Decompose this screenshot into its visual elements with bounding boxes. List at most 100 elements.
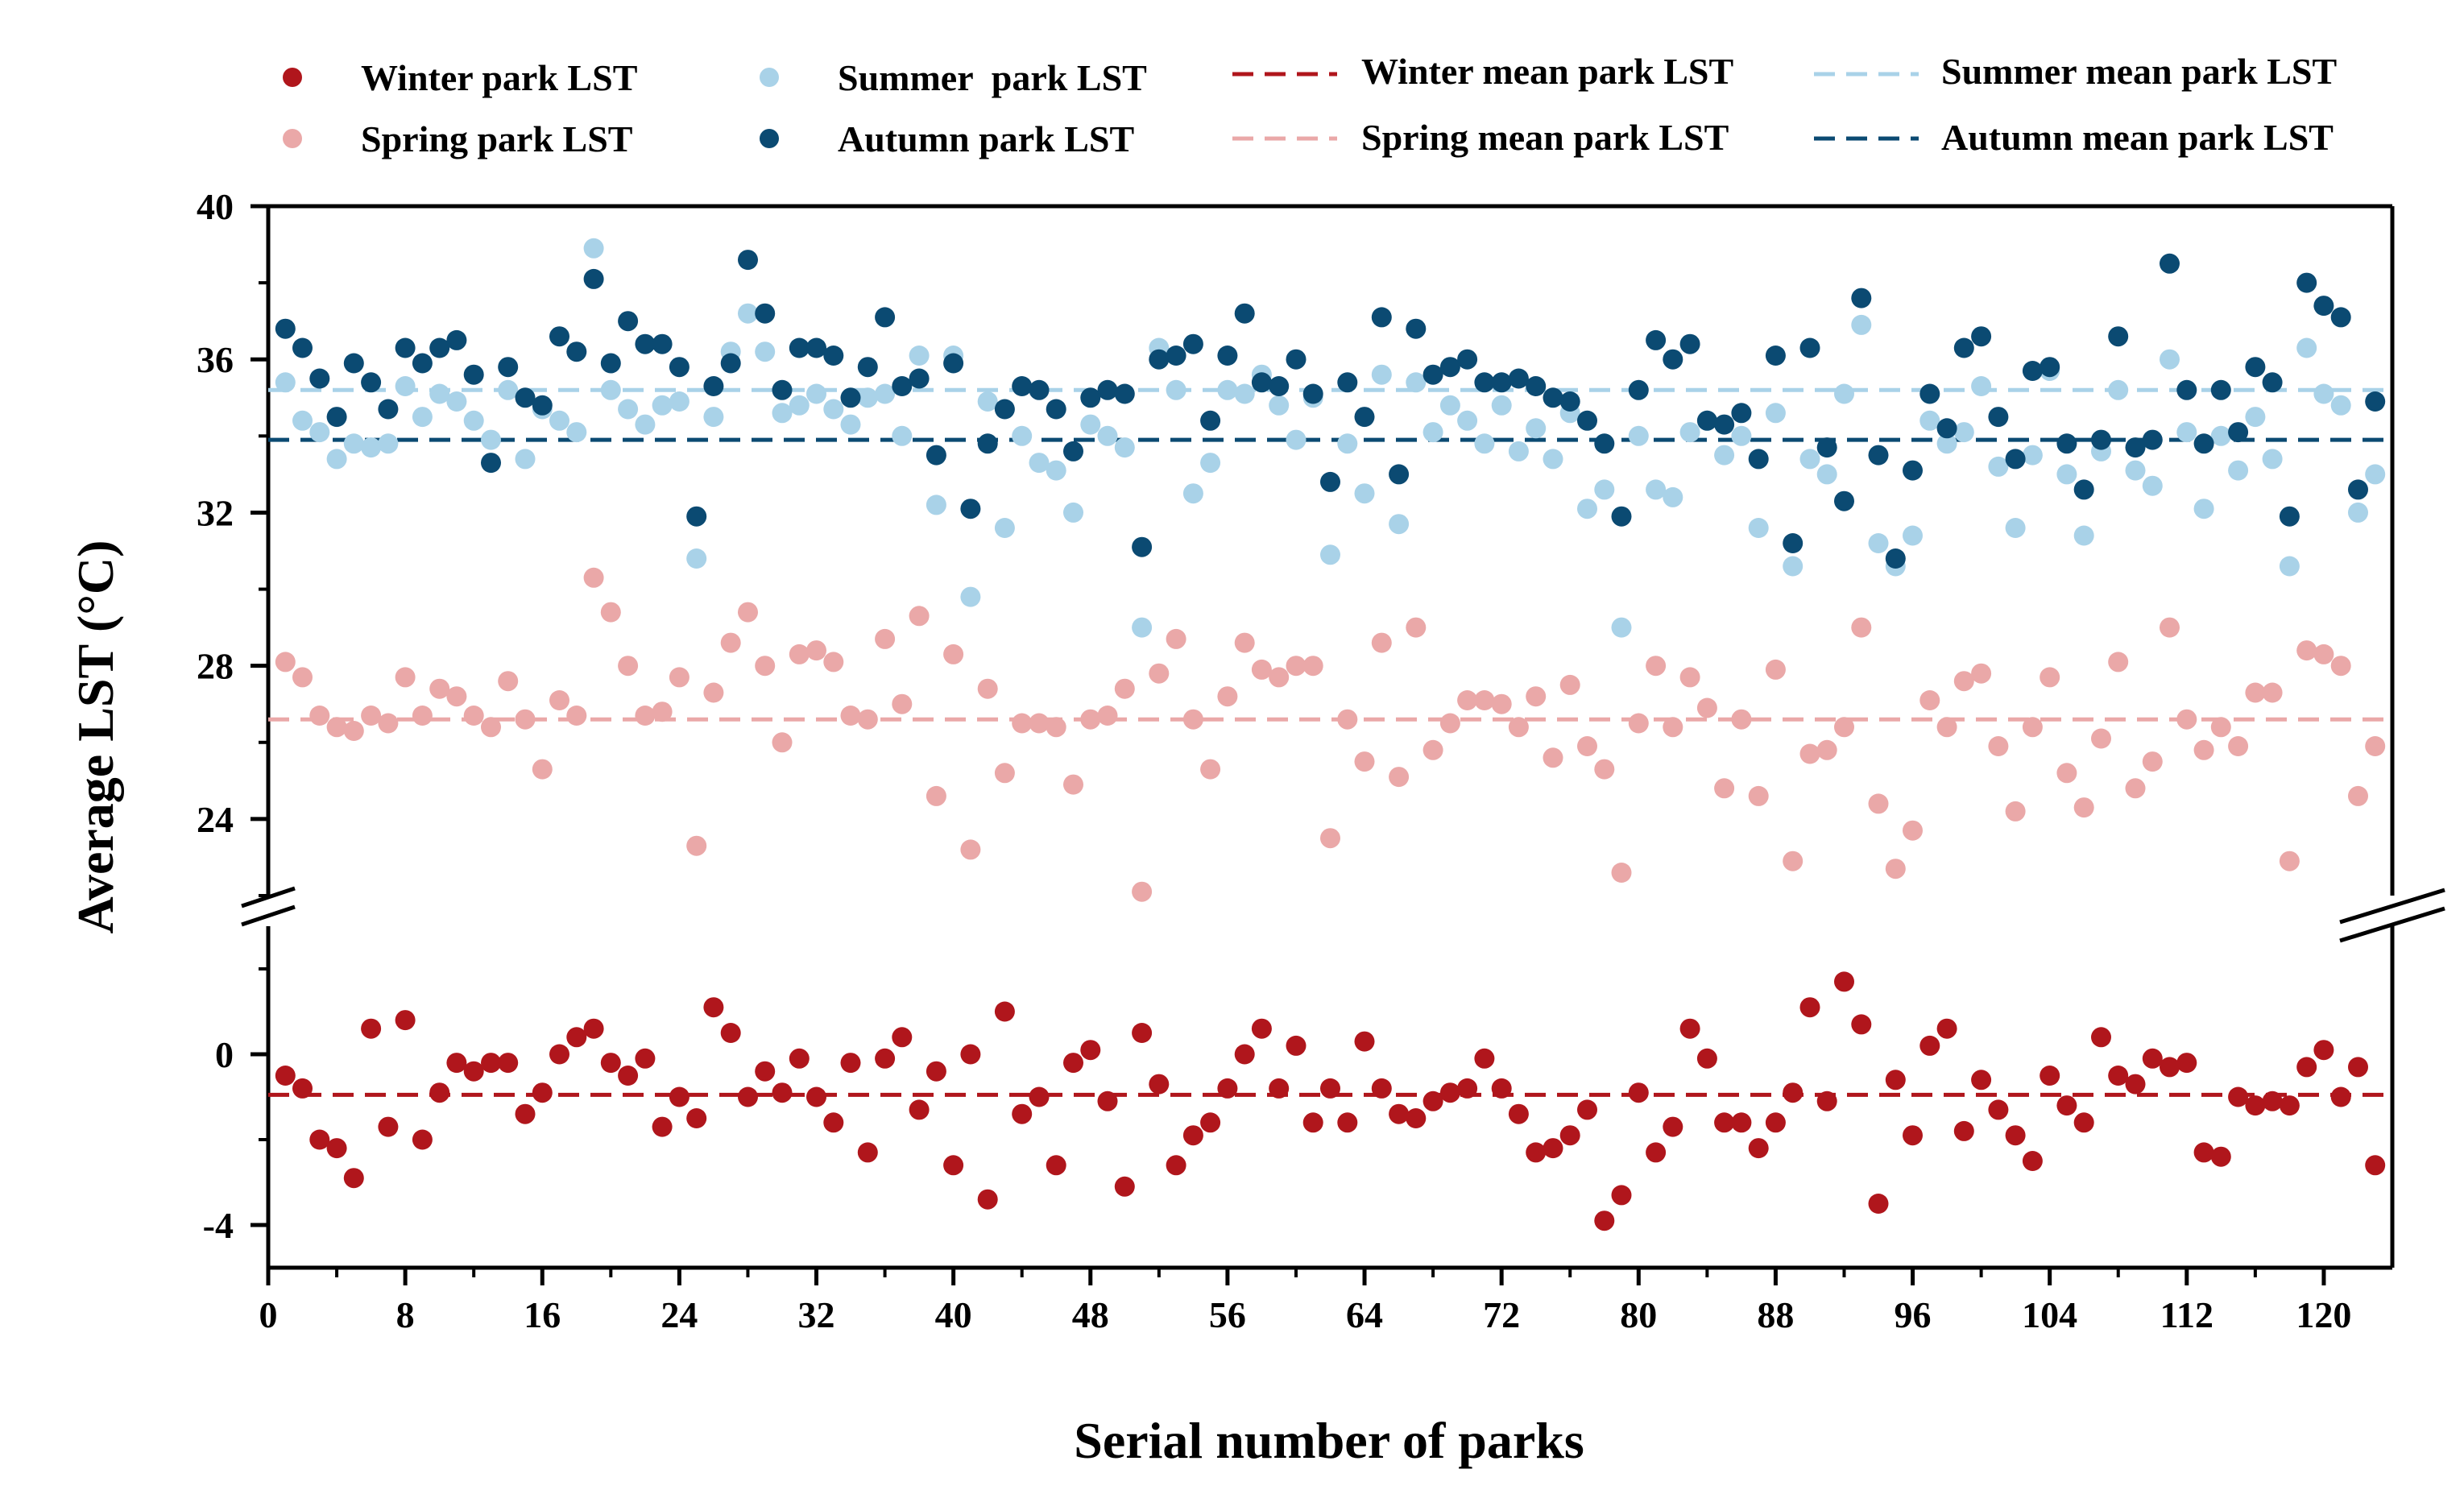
summer-park-lst-point-26 — [703, 407, 724, 428]
summer-park-lst-point-80 — [1628, 425, 1649, 446]
spring-park-lst-point-7 — [378, 713, 399, 734]
spring-park-lst-point-115 — [2228, 736, 2249, 756]
autumn-park-lst-point-89 — [1783, 533, 1803, 553]
autumn-park-lst-point-112 — [2176, 379, 2197, 400]
autumn-park-lst-point-117 — [2262, 372, 2283, 393]
autumn-park-lst-point-6 — [361, 372, 382, 393]
summer-park-lst-point-74 — [1526, 418, 1547, 439]
winter-park-lst-point-77 — [1577, 1099, 1597, 1120]
summer-park-lst-point-24 — [669, 391, 690, 412]
autumn-park-lst-point-24 — [669, 357, 690, 378]
winter-park-lst-point-75 — [1543, 1138, 1563, 1159]
spring-park-lst-point-56 — [1217, 686, 1238, 707]
x-tick-label-24: 24 — [661, 1294, 698, 1335]
autumn-park-lst-point-9 — [412, 353, 433, 374]
spring-park-lst-point-69 — [1439, 713, 1460, 734]
summer-park-lst-point-23 — [652, 395, 673, 416]
autumn-park-lst-point-114 — [2210, 379, 2231, 400]
spring-park-lst-point-59 — [1269, 667, 1290, 688]
summer-park-lst-point-91 — [1816, 464, 1837, 485]
winter-park-lst-point-99 — [1953, 1120, 1974, 1141]
winter-park-lst-point-105 — [2056, 1095, 2077, 1116]
spring-park-lst-point-117 — [2262, 682, 2283, 703]
autumn-park-lst-point-77 — [1577, 410, 1597, 431]
y-tick-label--4: -4 — [203, 1205, 234, 1246]
autumn-park-lst-point-120 — [2313, 296, 2334, 317]
spring-park-lst-point-103 — [2022, 717, 2043, 738]
winter-park-lst-point-68 — [1422, 1090, 1443, 1111]
y-tick-label-40: 40 — [197, 186, 234, 227]
spring-park-lst-point-105 — [2056, 763, 2077, 784]
summer-park-lst-point-18 — [566, 422, 587, 443]
spring-park-lst-point-89 — [1783, 850, 1803, 871]
autumn-park-lst-point-63 — [1337, 372, 1358, 393]
autumn-park-lst-point-103 — [2022, 361, 2043, 381]
x-tick-label-112: 112 — [2160, 1294, 2213, 1335]
autumn-park-lst-point-54 — [1182, 333, 1203, 354]
spring-park-lst-point-12 — [463, 706, 484, 726]
summer-park-lst-point-44 — [1012, 425, 1033, 446]
spring-park-lst-point-102 — [2005, 801, 2026, 821]
winter-park-lst-point-48 — [1080, 1040, 1101, 1061]
winter-park-lst-point-74 — [1526, 1142, 1547, 1163]
winter-park-lst-point-25 — [686, 1108, 707, 1128]
spring-park-lst-point-54 — [1182, 709, 1203, 730]
winter-park-lst-point-71 — [1474, 1048, 1495, 1069]
autumn-park-lst-point-81 — [1646, 329, 1667, 350]
winter-park-lst-point-90 — [1799, 997, 1820, 1018]
winter-park-lst-point-53 — [1166, 1155, 1186, 1176]
summer-park-lst-point-115 — [2228, 460, 2249, 481]
summer-park-lst-point-1 — [275, 372, 296, 393]
autumn-park-lst-point-74 — [1526, 376, 1547, 396]
winter-park-lst-point-12 — [463, 1061, 484, 1082]
winter-park-lst-point-64 — [1354, 1031, 1375, 1052]
summer-park-lst-point-50 — [1114, 437, 1135, 458]
autumn-park-lst-point-31 — [789, 337, 810, 358]
spring-park-lst-point-13 — [481, 717, 501, 738]
winter-park-lst-point-91 — [1816, 1090, 1837, 1111]
spring-park-lst-point-35 — [857, 709, 878, 730]
autumn-park-lst-point-90 — [1799, 337, 1820, 358]
winter-park-lst-point-102 — [2005, 1125, 2026, 1146]
winter-park-lst-point-18 — [566, 1027, 587, 1048]
autumn-park-lst-point-95 — [1885, 548, 1906, 569]
autumn-park-lst-point-118 — [2279, 506, 2300, 527]
summer-park-lst-point-45 — [1029, 453, 1050, 474]
autumn-park-lst-point-68 — [1422, 364, 1443, 385]
autumn-park-lst-point-55 — [1200, 410, 1221, 431]
spring-park-lst-point-70 — [1457, 690, 1478, 710]
winter-park-lst-point-31 — [789, 1048, 810, 1069]
spring-park-lst-point-79 — [1611, 863, 1632, 883]
summer-park-lst-point-53 — [1166, 379, 1186, 400]
autumn-park-lst-point-121 — [2330, 307, 2351, 328]
spring-park-lst-point-62 — [1320, 828, 1340, 849]
autumn-park-lst-point-80 — [1628, 379, 1649, 400]
winter-park-lst-point-33 — [823, 1112, 844, 1133]
winter-park-lst-point-101 — [1988, 1099, 2009, 1120]
autumn-park-lst-point-102 — [2005, 449, 2026, 470]
spring-park-lst-point-5 — [343, 721, 364, 741]
spring-park-lst-point-3 — [309, 706, 330, 726]
winter-park-lst-point-3 — [309, 1129, 330, 1150]
spring-park-lst-point-44 — [1012, 713, 1033, 734]
winter-park-lst-point-65 — [1371, 1078, 1392, 1099]
winter-park-lst-point-8 — [395, 1010, 416, 1031]
winter-park-lst-point-61 — [1302, 1112, 1323, 1133]
winter-park-lst-point-120 — [2313, 1040, 2334, 1061]
y-tick-label-36: 36 — [197, 339, 234, 380]
summer-park-lst-point-120 — [2313, 383, 2334, 404]
summer-park-lst-point-7 — [378, 433, 399, 454]
autumn-park-lst-point-98 — [1936, 418, 1957, 439]
summer-park-lst-point-102 — [2005, 518, 2026, 538]
x-tick-label-32: 32 — [798, 1294, 835, 1335]
winter-park-lst-point-34 — [840, 1053, 861, 1074]
x-tick-label-64: 64 — [1346, 1294, 1383, 1335]
summer-park-lst-point-30 — [772, 403, 793, 424]
x-tick-label-40: 40 — [935, 1294, 972, 1335]
summer-park-lst-point-5 — [343, 433, 364, 454]
spring-park-lst-point-81 — [1646, 656, 1667, 677]
autumn-park-lst-point-73 — [1508, 368, 1529, 389]
autumn-park-lst-point-75 — [1543, 387, 1563, 408]
autumn-park-lst-point-52 — [1149, 349, 1170, 370]
autumn-park-lst-point-106 — [2073, 479, 2094, 500]
